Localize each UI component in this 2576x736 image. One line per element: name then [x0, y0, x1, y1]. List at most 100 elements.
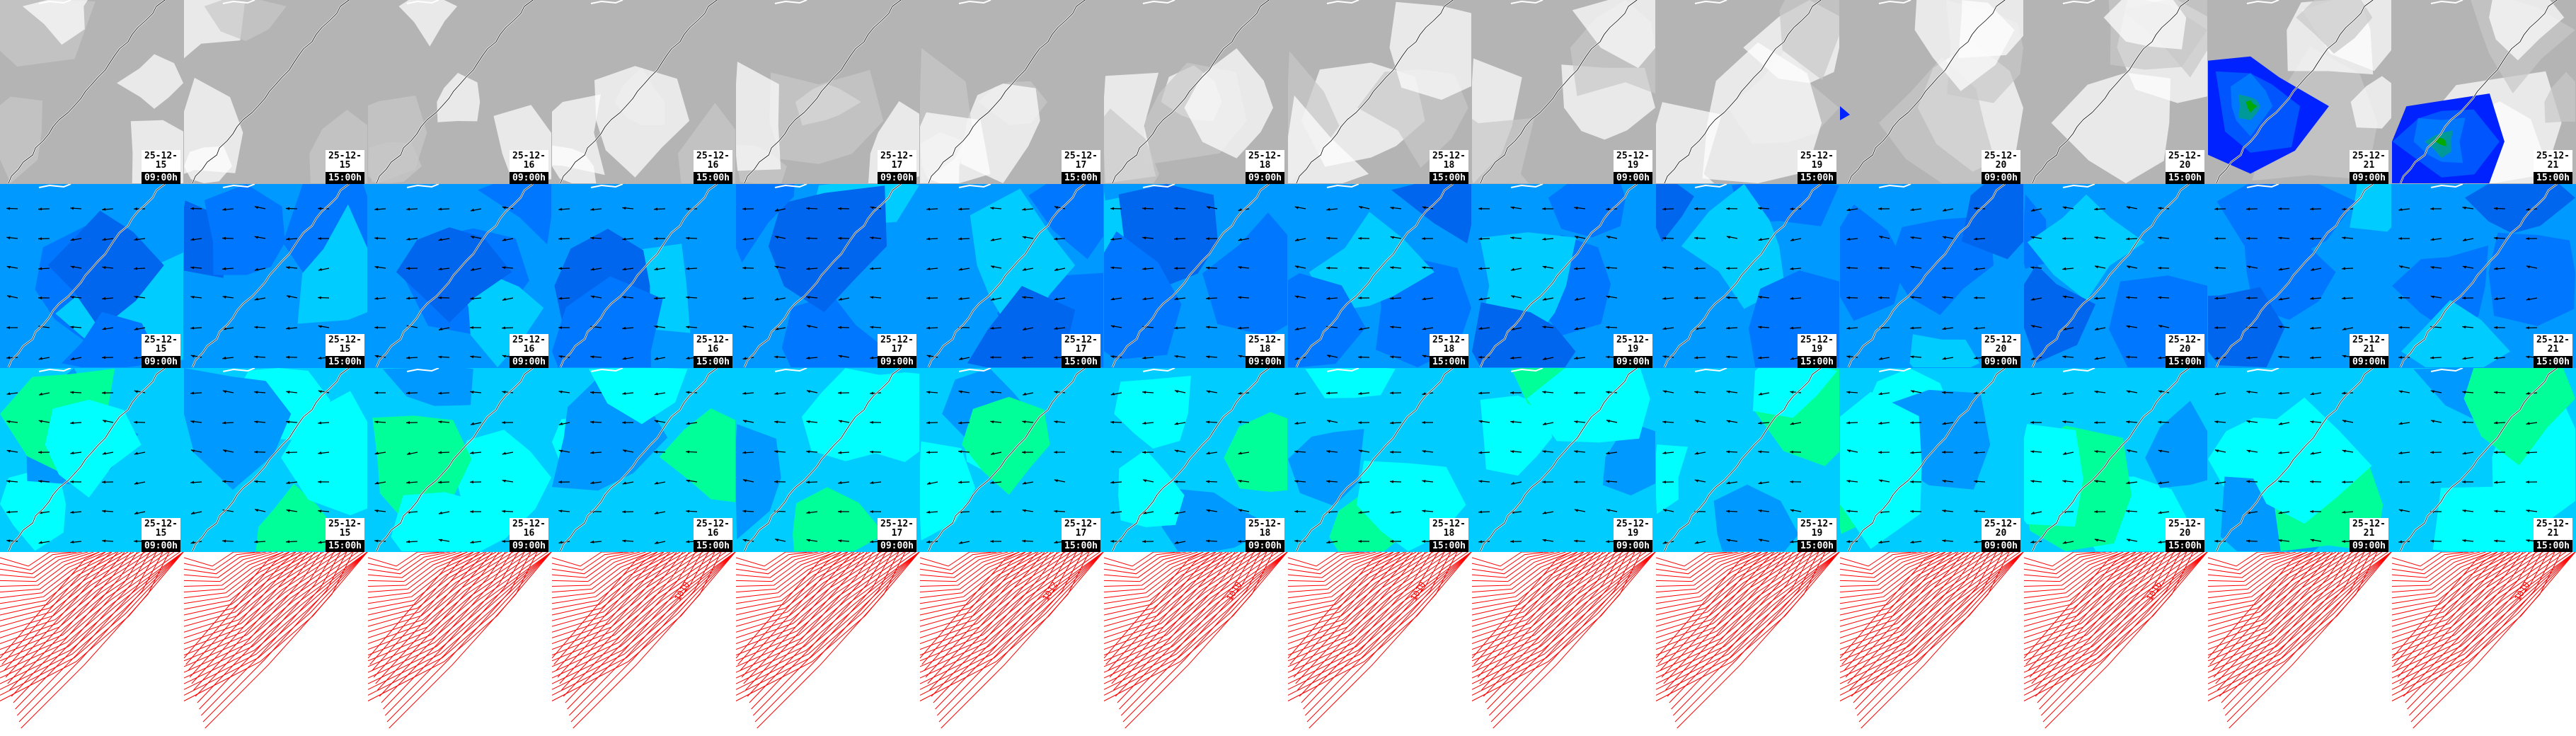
timestamp-label: 25-12-18 15:00h — [1430, 518, 1468, 552]
wind-arrow — [622, 539, 634, 543]
wind-arrow — [2430, 390, 2442, 393]
wind-arrow — [1294, 450, 1306, 454]
wind-arrow — [1510, 327, 1522, 330]
cloud-cover-region — [22, 0, 88, 45]
isobar — [2031, 552, 2149, 684]
isobar — [1656, 552, 1750, 582]
isobar — [2410, 552, 2555, 723]
wind-arrow — [1389, 539, 1402, 543]
wind-arrow — [318, 421, 330, 425]
frame-date: 25-12-17 — [1062, 518, 1100, 540]
wind-arrow — [374, 297, 386, 300]
isobar — [2392, 552, 2576, 696]
isobar — [2401, 552, 2524, 691]
isobar — [740, 552, 849, 672]
wind-arrow — [1758, 392, 1770, 396]
wind-speed-region — [1305, 368, 1396, 398]
isobar — [2208, 552, 2319, 599]
wind-arrow — [286, 481, 298, 484]
wind-arrow — [1110, 392, 1122, 396]
frame-date: 25-12-15 — [142, 150, 180, 172]
wind-upper-map-panel: 25-12-19 15:00h — [1656, 184, 1840, 368]
isobar — [191, 552, 309, 684]
wind-upper-map-panel: 25-12-20 15:00h — [2024, 184, 2208, 368]
wind-arrow — [590, 268, 602, 271]
wind-speed-region — [970, 188, 1076, 348]
wind-arrow — [1326, 207, 1338, 211]
wind-arrow — [1662, 297, 1674, 300]
frame-date: 25-12-20 — [2166, 334, 2204, 356]
precipitation-region — [2435, 137, 2446, 146]
isobar — [1656, 552, 1790, 621]
timestamp-label: 25-12-15 09:00h — [142, 334, 180, 368]
wind-arrow — [1174, 355, 1186, 358]
wind-arrow — [1054, 326, 1066, 330]
wind-arrow — [1022, 392, 1034, 396]
wind-arrow — [654, 541, 666, 544]
map-canvas — [552, 368, 736, 552]
wind-arrow — [958, 481, 970, 484]
wind-arrow — [2030, 450, 2042, 454]
isobar — [2208, 552, 2388, 667]
wind-arrow — [222, 480, 234, 483]
wind-arrow — [2278, 480, 2290, 483]
wind-arrow — [286, 509, 298, 512]
isobar — [1665, 552, 1788, 691]
wind-arrow — [406, 356, 418, 360]
isobar — [1288, 552, 1472, 690]
frame-date: 25-12-20 — [1982, 150, 2020, 172]
isobar — [389, 552, 538, 729]
wind-lower-map-panel: 25-12-19 15:00h — [1656, 368, 1840, 552]
wind-arrow — [2526, 510, 2538, 512]
isobar — [920, 552, 1095, 662]
wind-arrow — [1294, 295, 1306, 299]
isobar — [1105, 552, 1210, 665]
wind-arrow — [990, 238, 1002, 241]
isobar — [736, 552, 865, 616]
isobar — [1104, 552, 1238, 621]
wind-arrow — [2461, 297, 2474, 300]
wind-arrow — [1142, 479, 1154, 483]
wind-speed-region — [552, 276, 663, 367]
wind-arrow — [38, 420, 50, 423]
isobar — [2024, 552, 2187, 650]
wind-arrow — [1510, 420, 1522, 424]
wind-arrow — [1758, 238, 1770, 241]
frame-date: 25-12-16 — [694, 150, 732, 172]
wind-arrow — [806, 390, 818, 393]
wind-arrow — [1142, 297, 1154, 300]
wind-speed-region — [2027, 194, 2145, 301]
frame-time: 09:00h — [1246, 172, 1284, 184]
isobar — [552, 552, 675, 610]
wind-arrow — [1846, 540, 1858, 544]
isobar — [2024, 552, 2208, 679]
isobar — [2208, 552, 2325, 604]
wind-arrow — [70, 421, 82, 425]
wind-arrow — [222, 421, 234, 425]
wind-arrow — [558, 541, 570, 544]
wind-arrow — [2214, 297, 2226, 300]
wind-arrow — [101, 481, 114, 484]
wind-arrow — [286, 237, 298, 241]
wind-arrow — [1206, 509, 1218, 512]
wind-arrow — [1054, 420, 1066, 424]
timestamp-label: 25-12-15 15:00h — [326, 150, 364, 184]
wind-arrow — [469, 326, 482, 329]
wind-arrow — [2126, 510, 2138, 513]
isobar — [1288, 552, 1468, 667]
wind-upper-map-panel: 25-12-16 09:00h — [368, 184, 552, 368]
wind-speed-region — [1202, 212, 1287, 337]
wind-arrow — [2494, 391, 2506, 394]
wind-arrow — [1110, 325, 1122, 328]
wind-arrow — [2278, 236, 2290, 240]
wind-arrow — [686, 267, 698, 270]
wind-speed-region — [255, 483, 334, 551]
wind-arrow — [1974, 267, 1986, 270]
wind-arrow — [38, 451, 50, 454]
isobar — [0, 552, 180, 667]
wind-arrow — [318, 268, 330, 271]
wind-arrow — [558, 267, 570, 270]
wind-arrow — [1390, 480, 1402, 483]
wind-arrow — [2462, 452, 2474, 455]
isobar — [2215, 552, 2333, 684]
